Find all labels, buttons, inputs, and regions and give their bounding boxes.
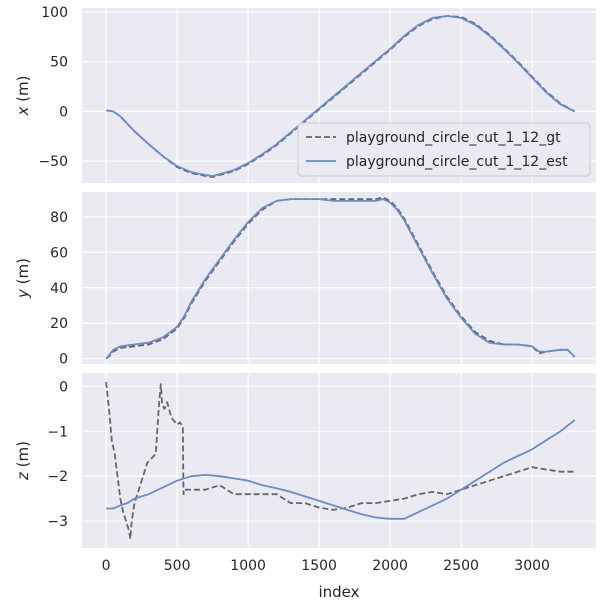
y-tick-label: 0 bbox=[59, 379, 68, 395]
est-series-line bbox=[105, 15, 576, 177]
y-tick-label: −3 bbox=[47, 514, 68, 530]
x-tick-label: 0 bbox=[102, 558, 111, 574]
subplot-x: −50 0 50 100 x (m) playground_circle_cut_1_12… bbox=[14, 5, 596, 183]
y-axis-variable: y bbox=[14, 288, 32, 299]
plot-area bbox=[82, 373, 596, 548]
y-axis-variable: x bbox=[14, 106, 32, 116]
legend-label: playground_circle_cut_1_12_est bbox=[346, 154, 568, 170]
x-tick-label: 1000 bbox=[230, 558, 266, 574]
y-tick-label: 20 bbox=[50, 316, 68, 332]
y-axis-variable: z bbox=[14, 471, 32, 481]
x-tick-label: 2500 bbox=[443, 558, 479, 574]
y-tick-label: −1 bbox=[47, 424, 68, 440]
gt-series-line bbox=[105, 196, 576, 360]
x-axis-label: index bbox=[318, 583, 359, 601]
est-series-line bbox=[105, 198, 576, 360]
x-tick-label: 3000 bbox=[514, 558, 550, 574]
legend-label: playground_circle_cut_1_12_gt bbox=[346, 130, 561, 146]
x-tick-label: 2000 bbox=[372, 558, 408, 574]
y-axis-label: x (m) bbox=[14, 76, 32, 117]
x-tick-label: 1500 bbox=[301, 558, 337, 574]
y-tick-label: 0 bbox=[59, 104, 68, 120]
y-axis-label: z (m) bbox=[14, 441, 32, 481]
y-tick-label: 40 bbox=[50, 281, 68, 297]
y-tick-label: 0 bbox=[59, 352, 68, 368]
y-axis-unit: (m) bbox=[14, 258, 32, 289]
x-tick-label: 500 bbox=[164, 558, 191, 574]
y-tick-label: 60 bbox=[50, 245, 68, 261]
gt-series-line bbox=[105, 381, 575, 540]
y-tick-label: 50 bbox=[50, 55, 68, 71]
y-axis-unit: (m) bbox=[14, 76, 32, 107]
y-tick-label: −2 bbox=[47, 469, 68, 485]
y-tick-label: −50 bbox=[38, 154, 68, 170]
y-axis-label: y (m) bbox=[14, 258, 32, 299]
y-tick-label: 100 bbox=[41, 5, 68, 21]
y-axis-unit: (m) bbox=[14, 441, 32, 472]
y-tick-label: 80 bbox=[50, 210, 68, 226]
legend: playground_circle_cut_1_12_gt playground_… bbox=[297, 122, 591, 177]
est-series-line bbox=[106, 419, 576, 520]
legend-box bbox=[297, 122, 591, 177]
subplot-z: −3 −2 −1 0 0 500 1000 1500 2000 2500 3000 z (m) inde… bbox=[14, 373, 596, 601]
subplot-y: 0 20 40 60 80 y (m) bbox=[14, 192, 596, 368]
